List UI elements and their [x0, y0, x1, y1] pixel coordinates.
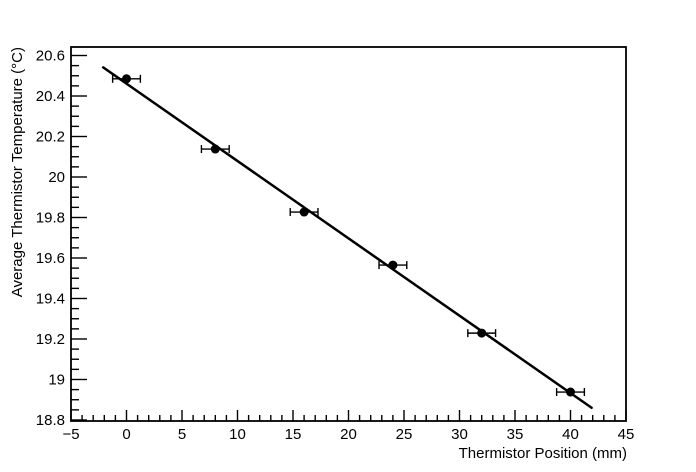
- x-axis-title: Thermistor Position (mm): [459, 445, 627, 462]
- data-point-marker: [388, 260, 398, 270]
- y-tick-label: 19: [48, 371, 65, 388]
- x-tick-label: 30: [451, 426, 468, 443]
- y-tick-label: 20.2: [36, 129, 65, 146]
- plot-layer: −5 0 5 10 15 20 25 30 35 40 45 18.8 19 19.2 19.4 19.6 19…: [36, 46, 635, 443]
- y-tick-label: 18.8: [36, 412, 65, 429]
- x-tick-label: 20: [340, 426, 357, 443]
- data-point-marker: [477, 328, 487, 338]
- x-tick-label: −5: [62, 426, 79, 443]
- data-point-marker: [566, 387, 575, 397]
- data-point-marker: [210, 144, 220, 154]
- y-tick-label: 20.4: [36, 88, 65, 105]
- y-tick-label: 19.6: [36, 250, 65, 267]
- y-tick-label: 20: [48, 169, 65, 186]
- x-tick-label: 0: [122, 426, 130, 443]
- x-tick-label: 40: [562, 426, 579, 443]
- x-tick-label: 45: [618, 426, 635, 443]
- x-tick-label: 15: [285, 426, 302, 443]
- x-tick-label: 25: [396, 426, 413, 443]
- y-tick-label: 20.6: [36, 48, 65, 65]
- y-tick-label: 19.8: [36, 209, 65, 226]
- x-tick-label: 10: [229, 426, 246, 443]
- data-point-marker: [299, 207, 309, 217]
- x-tick-label: 35: [507, 426, 524, 443]
- y-tick-label: 19.4: [36, 290, 65, 307]
- y-tick-label: 19.2: [36, 331, 65, 348]
- y-axis-title: Average Thermistor Temperature (°C): [9, 47, 26, 297]
- data-point-marker: [122, 74, 131, 84]
- fit-line: [101, 66, 593, 410]
- x-tick-label: 5: [178, 426, 186, 443]
